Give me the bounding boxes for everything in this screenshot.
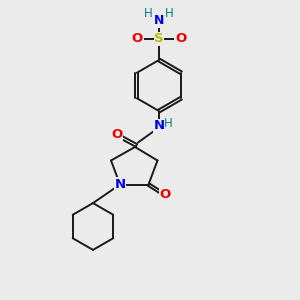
Text: H: H	[144, 7, 153, 20]
Text: N: N	[154, 14, 164, 28]
Text: H: H	[164, 117, 173, 130]
Text: O: O	[132, 32, 143, 46]
Text: O: O	[111, 128, 123, 142]
Text: N: N	[153, 119, 165, 133]
Text: N: N	[114, 178, 126, 191]
Text: O: O	[159, 188, 171, 202]
Text: S: S	[154, 32, 164, 46]
Text: O: O	[175, 32, 186, 46]
Text: H: H	[165, 7, 174, 20]
